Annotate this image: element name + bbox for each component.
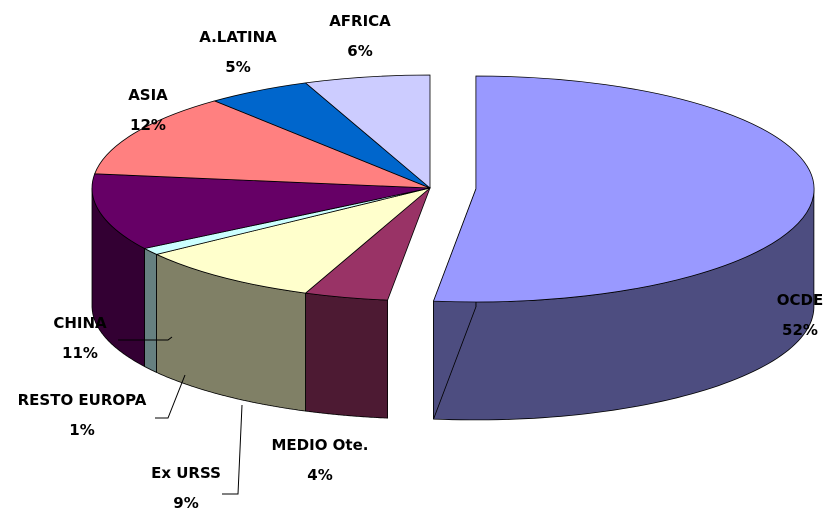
- pct-a-latina: 5%: [225, 58, 250, 76]
- label-ocde: OCDE: [777, 291, 823, 309]
- label-china: CHINA: [53, 314, 107, 332]
- slice-top-ex-urss: [155, 187, 431, 294]
- label-asia: ASIA: [128, 86, 168, 104]
- label-resto-europa: RESTO EUROPA: [18, 391, 147, 409]
- pie-tops: [91, 74, 815, 303]
- leader-lines: [118, 336, 243, 495]
- pct-ex-urss: 9%: [173, 494, 198, 512]
- slice-top-africa: [304, 74, 431, 189]
- pct-asia: 12%: [130, 116, 166, 134]
- slice-top-china: [91, 173, 431, 249]
- label-africa: AFRICA: [329, 12, 391, 30]
- slice-side-medio-ote-: [305, 292, 388, 419]
- slice-top-ocde: [432, 75, 815, 303]
- slice-labels: OCDE 52% MEDIO Ote. 4% Ex URSS 9% RESTO EUROPA…: [18, 12, 824, 512]
- pct-ocde: 52%: [782, 321, 818, 339]
- label-medio-ote-: MEDIO Ote.: [272, 436, 369, 454]
- pct-africa: 6%: [347, 42, 372, 60]
- label-ex-urss: Ex URSS: [151, 464, 221, 482]
- leader-line-2: [222, 404, 243, 495]
- pct-resto-europa: 1%: [69, 421, 94, 439]
- slice-side-resto-europa: [144, 247, 157, 373]
- leader-line-1: [155, 374, 186, 419]
- slice-top-asia: [94, 100, 431, 189]
- pct-medio-ote-: 4%: [307, 466, 332, 484]
- leader-line-0: [118, 336, 173, 341]
- pct-china: 11%: [62, 344, 98, 362]
- label-a-latina: A.LATINA: [199, 28, 277, 46]
